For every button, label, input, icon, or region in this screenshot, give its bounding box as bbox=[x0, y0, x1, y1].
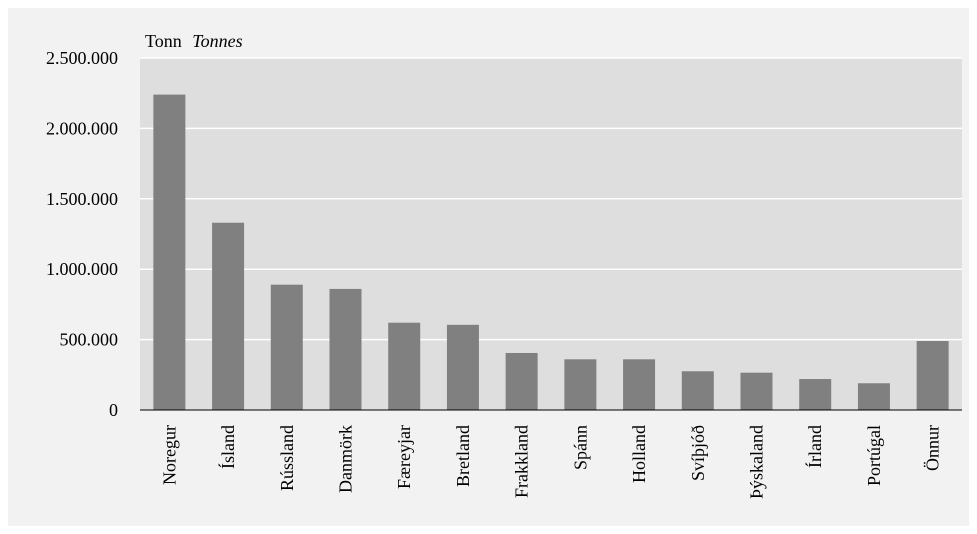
x-tick-label: Danmörk bbox=[336, 425, 356, 493]
y-tick-label: 2.000.000 bbox=[46, 118, 118, 138]
unit-label-is: Tonn bbox=[145, 31, 182, 51]
x-tick-label: Holland bbox=[629, 425, 649, 483]
x-tick-label: Portúgal bbox=[864, 425, 884, 486]
bar bbox=[446, 324, 479, 410]
bar bbox=[916, 341, 949, 410]
y-tick-labels: 0 500.000 1.000.000 1.500.000 2.000.000 2.500… bbox=[46, 48, 118, 420]
bars bbox=[153, 94, 949, 410]
bar bbox=[681, 371, 714, 410]
x-tick-label: Ísland bbox=[217, 425, 238, 469]
unit-label: Tonn Tonnes bbox=[145, 31, 243, 51]
x-tick-label: Færeyjar bbox=[394, 425, 414, 489]
bar bbox=[270, 284, 303, 410]
bar bbox=[153, 94, 186, 410]
x-tick-label: Svíþjóð bbox=[688, 425, 708, 481]
x-tick-label: Þýskaland bbox=[747, 425, 767, 499]
x-tick-label: Frakkland bbox=[512, 425, 532, 498]
x-tick-label: Önnur bbox=[923, 425, 943, 471]
bar bbox=[388, 322, 421, 410]
y-tick-label: 0 bbox=[109, 400, 118, 420]
bar bbox=[329, 288, 362, 410]
bar bbox=[799, 379, 832, 410]
bar bbox=[623, 359, 656, 410]
y-tick-label: 2.500.000 bbox=[46, 48, 118, 68]
y-tick-label: 1.500.000 bbox=[46, 189, 118, 209]
plot-area bbox=[140, 58, 962, 410]
x-tick-label: Noregur bbox=[159, 425, 179, 485]
bar bbox=[564, 359, 597, 410]
y-tick-label: 500.000 bbox=[60, 330, 119, 350]
unit-label-en: Tonnes bbox=[192, 31, 242, 51]
bar bbox=[212, 222, 245, 410]
y-tick-label: 1.000.000 bbox=[46, 259, 118, 279]
x-tick-label: Írland bbox=[804, 425, 825, 468]
bar bbox=[740, 372, 773, 410]
bar bbox=[505, 352, 538, 410]
x-tick-labels: Noregur Ísland Rússland Danmörk Færeyjar Bret… bbox=[159, 425, 942, 499]
x-tick-label: Rússland bbox=[277, 425, 297, 491]
bar bbox=[857, 383, 890, 410]
x-tick-label: Bretland bbox=[453, 425, 473, 487]
x-tick-label: Spánn bbox=[570, 425, 590, 470]
